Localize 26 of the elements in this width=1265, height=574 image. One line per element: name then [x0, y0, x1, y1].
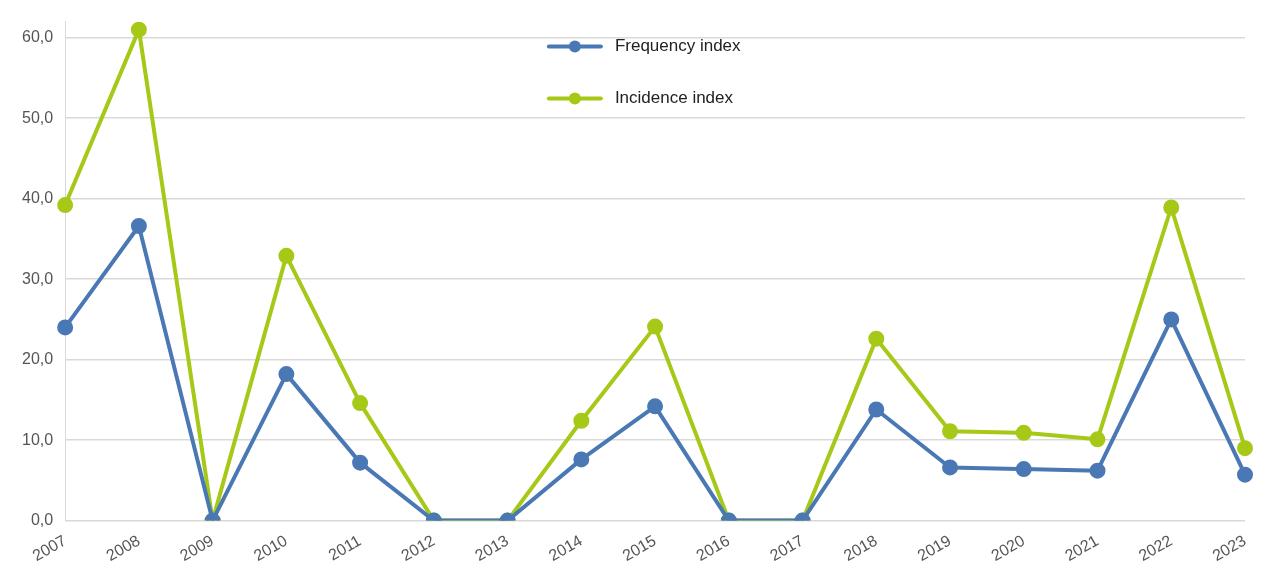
- legend-label: Incidence index: [614, 88, 734, 108]
- x-tick-label: 2019: [914, 531, 954, 565]
- x-tick-label: 2012: [398, 531, 438, 565]
- x-tick-label: 2023: [1209, 531, 1249, 565]
- y-tick-label: 40,0: [22, 189, 54, 207]
- x-tick-label: 2022: [1135, 531, 1176, 565]
- y-tick-label: 30,0: [22, 269, 54, 287]
- legend-label: Frequency index: [614, 36, 742, 56]
- x-tick-label: 2021: [1061, 531, 1102, 565]
- x-tick-label: 2013: [471, 531, 512, 565]
- x-tick-label: 2016: [693, 531, 733, 565]
- x-tick-label: 2011: [325, 531, 364, 564]
- y-tick-label: 60,0: [22, 28, 54, 46]
- x-tick-label: 2008: [103, 531, 143, 565]
- x-tick-label: 2010: [250, 531, 291, 565]
- x-tick-label: 2018: [840, 531, 881, 565]
- y-tick-label: 0,0: [30, 510, 54, 528]
- x-tick-label: 2017: [766, 531, 807, 565]
- x-tick-label: 2020: [988, 531, 1028, 565]
- x-tick-label: 2015: [619, 531, 659, 565]
- y-tick-label: 10,0: [22, 430, 54, 448]
- x-tick-label: 2009: [177, 531, 217, 565]
- y-tick-label: 20,0: [22, 350, 54, 368]
- x-tick-label: 2014: [545, 531, 586, 565]
- x-tick-label: 2007: [29, 531, 69, 565]
- y-tick-label: 50,0: [22, 108, 54, 126]
